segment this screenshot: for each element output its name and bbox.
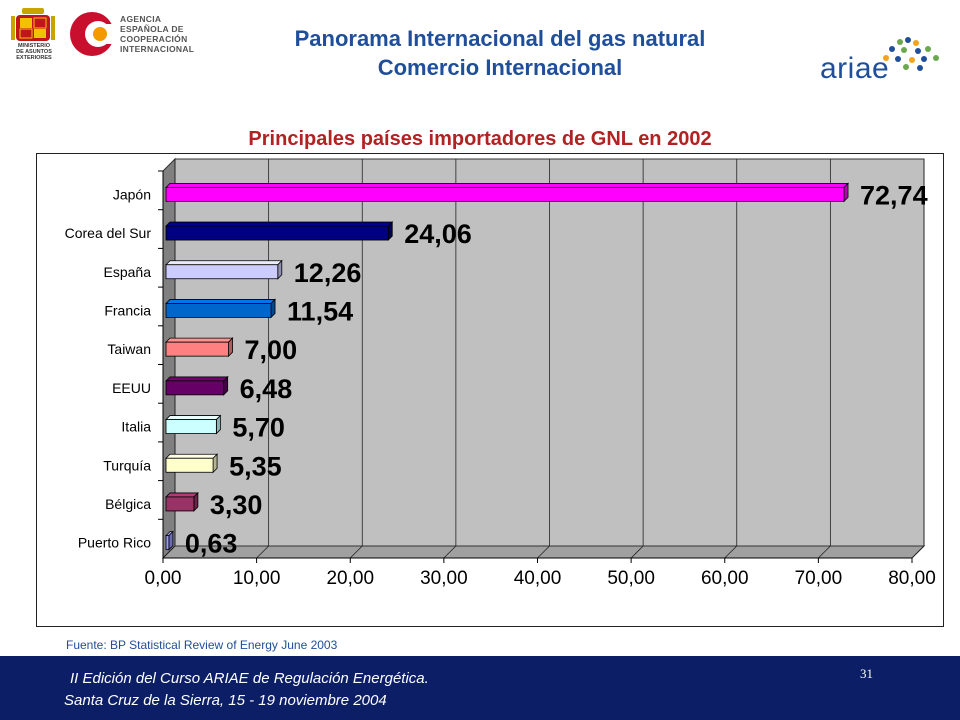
data-label: 5,70 bbox=[232, 413, 285, 443]
x-tick-label: 80,00 bbox=[888, 568, 936, 589]
bar bbox=[165, 535, 170, 551]
bar bbox=[165, 380, 225, 396]
agency-label: AGENCIA ESPAÑOLA DE COOPERACIÓN INTERNAC… bbox=[120, 14, 195, 54]
x-tick-label: 10,00 bbox=[233, 568, 281, 589]
gridline-floor bbox=[818, 545, 831, 559]
category-label: Turquía bbox=[103, 457, 151, 473]
category-label: Puerto Rico bbox=[78, 535, 151, 551]
page-subtitle: Comercio Internacional bbox=[377, 55, 623, 80]
bar bbox=[165, 303, 272, 318]
data-label: 12,26 bbox=[294, 258, 362, 288]
bar-top bbox=[165, 376, 229, 382]
category-label: Japón bbox=[113, 186, 151, 202]
category-label: Italia bbox=[121, 419, 151, 435]
bar bbox=[165, 225, 389, 241]
bar-top bbox=[165, 260, 283, 266]
data-label: 5,35 bbox=[229, 451, 282, 481]
gridline-floor bbox=[537, 545, 550, 559]
bar bbox=[165, 419, 217, 434]
bar bbox=[165, 496, 195, 512]
bar-top bbox=[165, 221, 394, 227]
gridline-floor bbox=[256, 545, 269, 559]
bar-top bbox=[165, 299, 277, 304]
category-label: Bélgica bbox=[105, 496, 151, 512]
ministry-label: MINISTERIO DE ASUNTOS EXTERIORES bbox=[16, 43, 52, 61]
ariae-logo-text: ariae bbox=[820, 52, 890, 85]
x-tick-label: 60,00 bbox=[701, 568, 749, 589]
gridline-floor bbox=[630, 545, 644, 559]
category-label: España bbox=[104, 264, 152, 280]
footer-course: II Edición del Curso ARIAE de Regulación… bbox=[70, 670, 429, 687]
gridline-floor bbox=[162, 545, 176, 559]
gridline-floor bbox=[911, 545, 925, 559]
category-label: Taiwan bbox=[107, 341, 151, 357]
bar bbox=[165, 457, 214, 473]
gridline-floor bbox=[724, 545, 738, 559]
category-label: EEUU bbox=[112, 380, 151, 396]
bar-top bbox=[165, 337, 234, 343]
data-label: 11,54 bbox=[287, 296, 353, 326]
page-number: 31 bbox=[860, 666, 873, 681]
coat-of-arms-icon bbox=[11, 8, 55, 41]
bar-top bbox=[165, 415, 222, 420]
x-tick-label: 0,00 bbox=[145, 568, 182, 589]
bar-chart: 0,00 10,00 20,00 30,00 40,00 50,00 60,00 70,00 8… bbox=[65, 157, 936, 589]
bar bbox=[165, 264, 279, 280]
x-tick-label: 50,00 bbox=[607, 568, 655, 589]
chart-frame: 0,00 10,00 20,00 30,00 40,00 50,00 60,00 70,00 8… bbox=[36, 153, 944, 627]
data-label: 0,63 bbox=[185, 529, 238, 559]
x-tick-label: 40,00 bbox=[514, 568, 562, 589]
data-label: 24,06 bbox=[404, 219, 472, 249]
aeci-logo-icon bbox=[70, 12, 120, 56]
data-label: 6,48 bbox=[240, 374, 293, 404]
gridline-floor bbox=[349, 545, 363, 559]
data-label: 7,00 bbox=[245, 335, 298, 365]
page-title: Panorama Internacional del gas natural bbox=[294, 26, 706, 51]
bar bbox=[165, 186, 845, 202]
bar-top bbox=[165, 453, 219, 459]
bar-top bbox=[165, 492, 199, 498]
ariae-dots-icon bbox=[883, 37, 939, 71]
source-note: Fuente: BP Statistical Review of Energy … bbox=[66, 638, 338, 652]
footer-location: Santa Cruz de la Sierra, 15 - 19 noviemb… bbox=[64, 692, 387, 709]
data-label: 72,74 bbox=[860, 180, 928, 210]
footer-bar: II Edición del Curso ARIAE de Regulación… bbox=[0, 656, 960, 720]
bar bbox=[165, 341, 229, 357]
x-tick-label: 30,00 bbox=[420, 568, 468, 589]
category-label: Corea del Sur bbox=[65, 225, 152, 241]
bar-top bbox=[165, 182, 849, 188]
gridline-floor bbox=[443, 545, 457, 559]
institution-logos bbox=[11, 8, 120, 56]
x-tick-label: 20,00 bbox=[326, 568, 374, 589]
data-label: 3,30 bbox=[210, 490, 263, 520]
x-tick-label: 70,00 bbox=[795, 568, 843, 589]
chart-title: Principales países importadores de GNL e… bbox=[248, 128, 712, 150]
category-label: Francia bbox=[104, 302, 151, 318]
